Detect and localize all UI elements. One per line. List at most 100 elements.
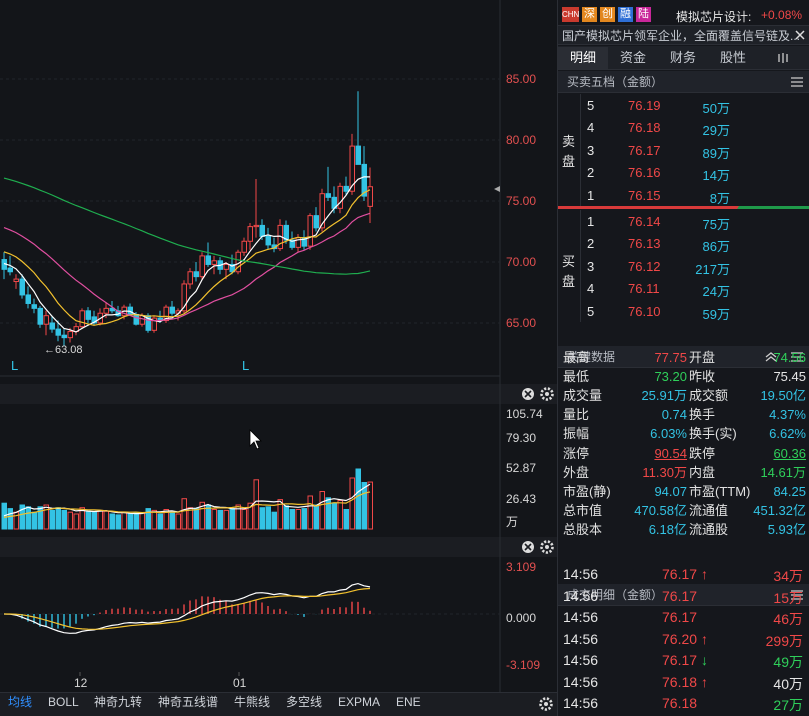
candle — [43, 315, 49, 325]
badge-connect: 陆 — [636, 7, 651, 22]
price-grid — [0, 78, 500, 324]
level-price[interactable]: 76.13 — [628, 236, 661, 252]
key-data-label: 市盈(静) — [563, 483, 611, 499]
key-data-label: 流通值 — [689, 502, 729, 518]
level-amount: 217万 — [695, 261, 730, 277]
tab-finance[interactable]: 财务 — [669, 50, 696, 65]
sell-label-1: 卖 — [562, 134, 576, 149]
volume-bar — [301, 508, 307, 530]
collapse-icon[interactable] — [765, 352, 777, 362]
volume-bar — [97, 509, 103, 530]
close-icon[interactable] — [794, 29, 806, 41]
price-tick: 65.00 — [506, 316, 536, 330]
order-book-header: 买卖五档（金额） — [558, 71, 809, 93]
menu-icon[interactable] — [791, 77, 803, 87]
candle — [247, 226, 253, 242]
macd-close-icon[interactable] — [522, 541, 534, 553]
candle — [343, 185, 349, 192]
level-number: 1 — [587, 187, 595, 203]
volume-bar — [295, 509, 301, 530]
toolbar-nine-turn[interactable]: 神奇九转 — [94, 695, 143, 709]
concept-change: +0.08% — [761, 8, 803, 22]
key-data-label: 开盘 — [689, 350, 716, 365]
price-axis: 85.00 80.00 75.00 70.00 65.00 — [506, 72, 536, 330]
price-tick: 70.00 — [506, 255, 536, 269]
level-price[interactable]: 76.11 — [628, 281, 660, 297]
volume-bar — [289, 509, 295, 530]
key-data-label: 内盘 — [689, 464, 716, 480]
toolbar-expma[interactable]: EXPMA — [338, 695, 381, 709]
stock-description[interactable]: 国产模拟芯片领军企业，全面覆盖信号链及... — [562, 29, 801, 43]
menu-icon[interactable] — [791, 352, 803, 362]
key-data-value: 5.93亿 — [767, 521, 806, 537]
tab-stock-character[interactable]: 股性 — [719, 50, 746, 65]
toolbar-long-short[interactable]: 多空线 — [286, 695, 323, 709]
candle — [283, 224, 289, 241]
candles — [1, 91, 373, 347]
trade-price: 76.20 — [662, 630, 698, 647]
candle — [85, 310, 91, 320]
macd-settings-icon[interactable] — [540, 540, 554, 554]
trade-volume: 27万 — [773, 697, 803, 713]
level-amount: 86万 — [702, 239, 730, 255]
badge-margin: 融 — [618, 7, 633, 22]
level-price[interactable]: 76.14 — [628, 214, 661, 229]
stock-concept[interactable]: 模拟芯片设计: — [676, 10, 752, 24]
volume-close-icon[interactable] — [522, 388, 534, 400]
tab-detail[interactable]: 明细 — [558, 47, 608, 69]
x-tick-01: 01 — [233, 676, 247, 690]
buy-pressure-bar — [737, 206, 809, 209]
level-price[interactable]: 76.19 — [628, 98, 661, 113]
volume-bar — [91, 511, 97, 530]
quote-panel: CHN 深 创 融 陆 模拟芯片设计: +0.08% 国产模拟芯片领军企业，全面… — [557, 0, 809, 716]
trades-header: 成交明细（金额） — [558, 584, 809, 606]
badge-chn: CHN — [562, 7, 579, 22]
tab-more[interactable] — [758, 47, 809, 69]
volume-settings-icon[interactable] — [540, 387, 554, 401]
level-price[interactable]: 76.16 — [628, 165, 661, 181]
trade-time: 14:56 — [563, 566, 599, 582]
toolbar-boll[interactable]: BOLL — [48, 695, 79, 709]
ma-line-20 — [3, 212, 371, 322]
candle — [361, 163, 367, 197]
trade-volume: 299万 — [765, 632, 803, 649]
key-data-value: 73.20 — [654, 369, 687, 385]
level-price[interactable]: 76.17 — [628, 142, 661, 158]
candle — [241, 240, 247, 253]
candle — [259, 224, 265, 237]
level-price[interactable]: 76.10 — [628, 303, 661, 319]
volume-bar — [313, 504, 319, 530]
toolbar-ene[interactable]: ENE — [396, 695, 421, 709]
level-amount: 8万 — [709, 190, 730, 206]
macd-axis: 3.109 0.000 -3.109 — [506, 560, 540, 672]
menu-icon[interactable] — [791, 590, 803, 600]
tab-funds[interactable]: 资金 — [619, 50, 646, 65]
toolbar-five-line[interactable]: 神奇五线谱 — [158, 695, 219, 709]
volume-bar — [247, 502, 253, 530]
trade-price: 76.18 — [662, 695, 698, 711]
volume-bar — [181, 498, 187, 530]
volume-bar — [151, 509, 157, 530]
toolbar-bull-bear[interactable]: 牛熊线 — [234, 695, 271, 709]
volume-bar — [175, 513, 181, 530]
candle — [49, 322, 55, 330]
trade-price: 76.17 — [662, 652, 698, 668]
low-marker-2: L — [242, 358, 249, 373]
ma-line-10 — [3, 189, 371, 326]
level-price[interactable]: 76.15 — [628, 187, 661, 203]
toolbar-settings-icon[interactable] — [538, 696, 554, 712]
macd-lines — [3, 582, 371, 634]
badge-sz: 深 — [582, 7, 597, 22]
key-data-value: 25.91万 — [641, 388, 687, 404]
toolbar-ma[interactable]: 均线 — [8, 695, 33, 709]
candlestick-chart[interactable]: 85.00 80.00 75.00 70.00 65.00 ←63.08 L L 105… — [0, 0, 557, 716]
level-number: 4 — [587, 120, 595, 136]
level-amount: 14万 — [702, 168, 730, 184]
candle — [55, 328, 61, 336]
level-amount: 75万 — [702, 217, 730, 232]
trade-price: 76.17 — [662, 587, 698, 604]
candle — [19, 278, 25, 296]
key-data-label: 市盈(TTM) — [689, 483, 751, 499]
level-price[interactable]: 76.12 — [628, 258, 661, 274]
level-price[interactable]: 76.18 — [628, 120, 661, 136]
